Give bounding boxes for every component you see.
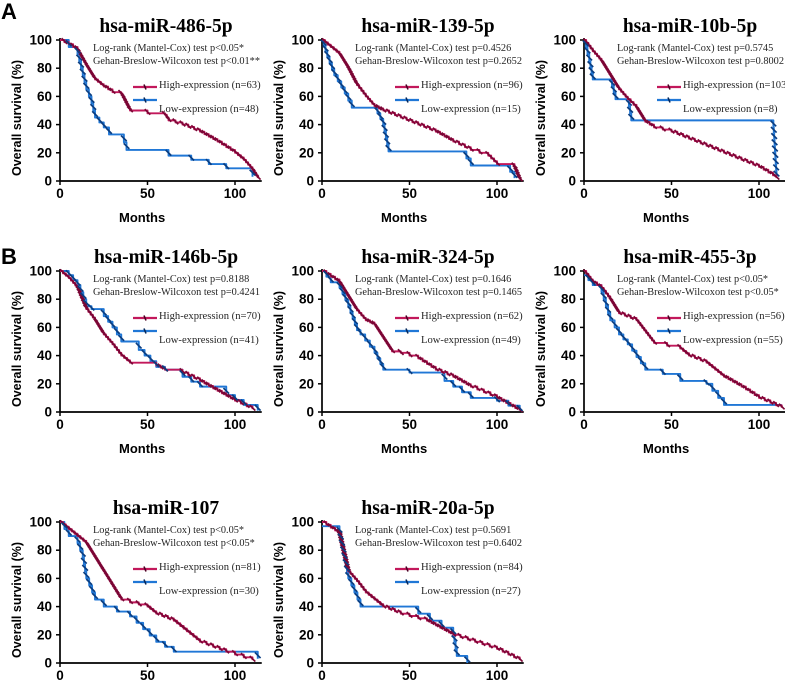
- svg-text:0: 0: [568, 405, 576, 420]
- svg-text:100: 100: [748, 417, 771, 432]
- svg-text:100: 100: [29, 515, 52, 530]
- svg-text:40: 40: [299, 117, 314, 132]
- svg-text:20: 20: [561, 145, 576, 160]
- svg-text:0: 0: [56, 186, 64, 201]
- svg-text:20: 20: [299, 145, 314, 160]
- svg-text:40: 40: [561, 348, 576, 363]
- svg-text:0: 0: [306, 405, 314, 420]
- svg-text:0: 0: [318, 668, 326, 683]
- svg-text:80: 80: [299, 61, 314, 76]
- svg-text:80: 80: [299, 292, 314, 307]
- svg-text:0: 0: [580, 417, 588, 432]
- svg-text:0: 0: [56, 417, 64, 432]
- svg-text:0: 0: [56, 668, 64, 683]
- svg-text:50: 50: [402, 417, 417, 432]
- svg-text:100: 100: [29, 33, 52, 48]
- svg-text:40: 40: [37, 117, 52, 132]
- svg-text:40: 40: [37, 599, 52, 614]
- svg-text:60: 60: [37, 89, 52, 104]
- svg-text:60: 60: [299, 89, 314, 104]
- svg-text:80: 80: [37, 292, 52, 307]
- svg-text:50: 50: [664, 186, 679, 201]
- svg-text:50: 50: [140, 668, 155, 683]
- svg-text:60: 60: [299, 571, 314, 586]
- svg-text:20: 20: [37, 376, 52, 391]
- svg-text:60: 60: [299, 320, 314, 335]
- svg-text:100: 100: [553, 264, 576, 279]
- svg-text:20: 20: [37, 145, 52, 160]
- svg-text:100: 100: [486, 417, 509, 432]
- svg-text:20: 20: [561, 376, 576, 391]
- svg-text:60: 60: [37, 320, 52, 335]
- svg-text:80: 80: [37, 61, 52, 76]
- svg-text:100: 100: [224, 186, 247, 201]
- svg-text:0: 0: [318, 417, 326, 432]
- svg-text:100: 100: [291, 515, 314, 530]
- svg-text:50: 50: [402, 668, 417, 683]
- svg-text:50: 50: [664, 417, 679, 432]
- svg-text:40: 40: [299, 599, 314, 614]
- svg-text:50: 50: [402, 186, 417, 201]
- svg-text:80: 80: [37, 543, 52, 558]
- svg-text:100: 100: [486, 668, 509, 683]
- svg-text:100: 100: [291, 264, 314, 279]
- svg-text:0: 0: [44, 174, 52, 189]
- svg-text:60: 60: [37, 571, 52, 586]
- svg-text:60: 60: [561, 89, 576, 104]
- svg-text:100: 100: [29, 264, 52, 279]
- svg-text:40: 40: [299, 348, 314, 363]
- svg-text:80: 80: [299, 543, 314, 558]
- svg-text:0: 0: [44, 405, 52, 420]
- svg-text:0: 0: [568, 174, 576, 189]
- svg-text:50: 50: [140, 186, 155, 201]
- svg-text:0: 0: [306, 656, 314, 671]
- svg-text:80: 80: [561, 61, 576, 76]
- svg-text:60: 60: [561, 320, 576, 335]
- svg-text:100: 100: [748, 186, 771, 201]
- svg-text:0: 0: [306, 174, 314, 189]
- svg-text:100: 100: [553, 33, 576, 48]
- svg-text:0: 0: [44, 656, 52, 671]
- svg-text:20: 20: [37, 627, 52, 642]
- svg-text:20: 20: [299, 376, 314, 391]
- svg-text:80: 80: [561, 292, 576, 307]
- svg-text:0: 0: [580, 186, 588, 201]
- svg-text:100: 100: [486, 186, 509, 201]
- svg-text:100: 100: [291, 33, 314, 48]
- svg-text:40: 40: [37, 348, 52, 363]
- svg-text:100: 100: [224, 417, 247, 432]
- svg-text:50: 50: [140, 417, 155, 432]
- svg-text:20: 20: [299, 627, 314, 642]
- svg-text:40: 40: [561, 117, 576, 132]
- svg-text:0: 0: [318, 186, 326, 201]
- svg-text:100: 100: [224, 668, 247, 683]
